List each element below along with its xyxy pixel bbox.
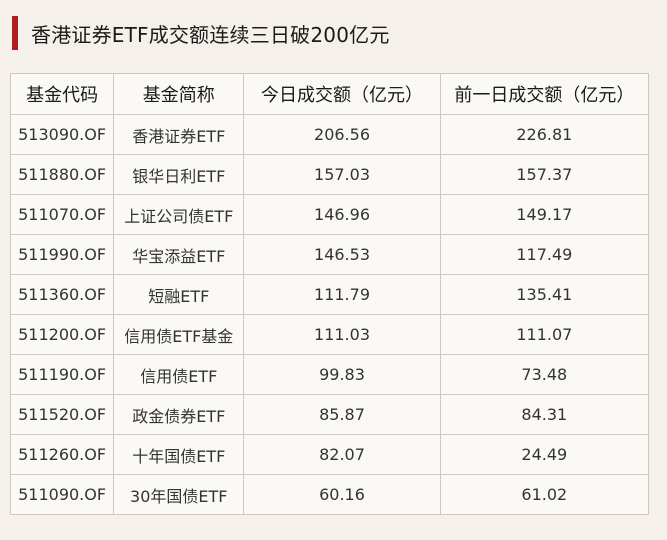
- fund-code-cell: 511200.OF: [9, 314, 115, 355]
- fund-code-cell: 511880.OF: [9, 154, 115, 195]
- prev-turnover-cell: 149.17: [439, 194, 650, 235]
- prev-turnover-cell: 226.81: [439, 114, 650, 155]
- today-turnover-cell: 60.16: [243, 474, 441, 515]
- fund-name-cell: 华宝添益ETF: [113, 234, 245, 275]
- prev-turnover-cell: 135.41: [439, 274, 650, 315]
- table-row: 511990.OF 华宝添益ETF 146.53 117.49: [9, 234, 650, 275]
- fund-code-cell: 511360.OF: [9, 274, 115, 315]
- prev-turnover-cell: 157.37: [439, 154, 650, 195]
- table-row: 511190.OF 信用债ETF 99.83 73.48: [9, 354, 650, 395]
- fund-code-cell: 513090.OF: [9, 114, 115, 155]
- table-row: 511880.OF 银华日利ETF 157.03 157.37: [9, 154, 650, 195]
- table-header-row: 基金代码 基金简称 今日成交额（亿元） 前一日成交额（亿元）: [9, 73, 650, 115]
- prev-turnover-cell: 73.48: [439, 354, 650, 395]
- today-turnover-cell: 82.07: [243, 434, 441, 475]
- table-row: 511200.OF 信用债ETF基金 111.03 111.07: [9, 314, 650, 355]
- fund-name-cell: 信用债ETF: [113, 354, 245, 395]
- prev-turnover-cell: 117.49: [439, 234, 650, 275]
- fund-code-cell: 511090.OF: [9, 474, 115, 515]
- prev-turnover-cell: 84.31: [439, 394, 650, 435]
- today-turnover-cell: 111.79: [243, 274, 441, 315]
- prev-turnover-cell: 111.07: [439, 314, 650, 355]
- fund-code-cell: 511990.OF: [9, 234, 115, 275]
- title-accent-bar: [12, 16, 18, 50]
- fund-name-cell: 银华日利ETF: [113, 154, 245, 195]
- table-row: 511520.OF 政金债券ETF 85.87 84.31: [9, 394, 650, 435]
- fund-code-cell: 511070.OF: [9, 194, 115, 235]
- today-turnover-cell: 206.56: [243, 114, 441, 155]
- table-row: 511260.OF 十年国债ETF 82.07 24.49: [9, 434, 650, 475]
- header-today-turnover: 今日成交额（亿元）: [243, 73, 441, 115]
- fund-code-cell: 511190.OF: [9, 354, 115, 395]
- table-row: 513090.OF 香港证券ETF 206.56 226.81: [9, 114, 650, 155]
- fund-name-cell: 信用债ETF基金: [113, 314, 245, 355]
- fund-code-cell: 511520.OF: [9, 394, 115, 435]
- prev-turnover-cell: 24.49: [439, 434, 650, 475]
- today-turnover-cell: 111.03: [243, 314, 441, 355]
- today-turnover-cell: 146.53: [243, 234, 441, 275]
- page-title: 香港证券ETF成交额连续三日破200亿元: [31, 22, 390, 47]
- etf-turnover-table: 基金代码 基金简称 今日成交额（亿元） 前一日成交额（亿元） 513090.OF…: [9, 73, 650, 515]
- today-turnover-cell: 157.03: [243, 154, 441, 195]
- fund-name-cell: 十年国债ETF: [113, 434, 245, 475]
- header-fund-code: 基金代码: [9, 73, 115, 115]
- header-fund-name: 基金简称: [113, 73, 245, 115]
- prev-turnover-cell: 61.02: [439, 474, 650, 515]
- table-row: 511070.OF 上证公司债ETF 146.96 149.17: [9, 194, 650, 235]
- fund-name-cell: 上证公司债ETF: [113, 194, 245, 235]
- fund-name-cell: 短融ETF: [113, 274, 245, 315]
- fund-name-cell: 30年国债ETF: [113, 474, 245, 515]
- title-bar: 香港证券ETF成交额连续三日破200亿元: [12, 16, 390, 50]
- today-turnover-cell: 146.96: [243, 194, 441, 235]
- header-prev-turnover: 前一日成交额（亿元）: [439, 73, 650, 115]
- today-turnover-cell: 99.83: [243, 354, 441, 395]
- fund-name-cell: 政金债券ETF: [113, 394, 245, 435]
- today-turnover-cell: 85.87: [243, 394, 441, 435]
- table-row: 511360.OF 短融ETF 111.79 135.41: [9, 274, 650, 315]
- fund-code-cell: 511260.OF: [9, 434, 115, 475]
- fund-name-cell: 香港证券ETF: [113, 114, 245, 155]
- table-row: 511090.OF 30年国债ETF 60.16 61.02: [9, 474, 650, 515]
